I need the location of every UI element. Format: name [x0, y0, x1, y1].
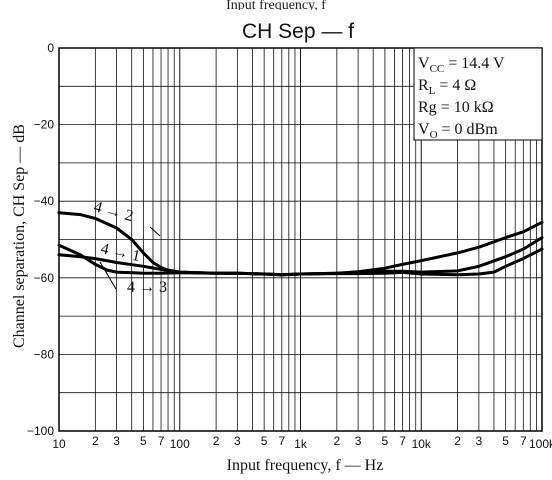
series-lines	[57, 211, 544, 277]
y-tick-label: −20	[34, 118, 55, 132]
plot-border	[58, 47, 543, 432]
condition-line: Rg = 10 kΩ	[418, 99, 494, 116]
x-tick-label: 5	[382, 434, 389, 448]
x-tick-label: 7	[158, 434, 165, 448]
top-caption-fragment: Input frequency, f	[226, 0, 326, 10]
x-tick-label: 5	[502, 434, 509, 448]
plot-frame	[58, 47, 543, 432]
x-tick-label: 100	[170, 437, 190, 451]
x-tick-label: 7	[399, 434, 406, 448]
x-tick-label: 5	[261, 434, 268, 448]
y-tick-labels: 0 −20 −40 −60 −80 −100	[27, 41, 54, 438]
x-tick-label: 7	[278, 434, 285, 448]
x-tick-label: 100k	[529, 437, 552, 451]
x-tick-labels: 10235710023571k235710k2357100k	[52, 434, 552, 451]
y-tick-label: −60	[34, 271, 55, 285]
x-tick-label: 2	[92, 434, 99, 448]
curve-labels: 4 → 24 → 14 → 3	[92, 198, 167, 296]
condition-line: RL = 4 Ω	[418, 77, 476, 97]
y-tick-label: −80	[34, 347, 55, 361]
series-line-3	[57, 243, 544, 277]
curve-label-leader	[149, 226, 161, 237]
conditions-box-background	[413, 47, 543, 141]
curve-label-3: 4 → 3	[127, 279, 167, 296]
x-tick-label: 10k	[412, 437, 432, 451]
x-tick-label: 5	[140, 434, 147, 448]
x-tick-label: 2	[454, 434, 461, 448]
x-tick-label: 3	[113, 434, 120, 448]
x-tick-label: 2	[334, 434, 341, 448]
conditions-box: VCC = 14.4 VRL = 4 Ω Rg = 10 kΩ VO = 0 dBm	[413, 47, 543, 141]
x-tick-label: 10	[52, 437, 66, 451]
y-tick-label: −100	[27, 424, 54, 438]
x-tick-label: 7	[520, 434, 527, 448]
condition-line: VO = 0 dBm	[418, 121, 498, 141]
condition-line: VCC = 14.4 V	[418, 55, 505, 75]
x-tick-label: 3	[234, 434, 241, 448]
chart-title: CH Sep — f	[242, 20, 354, 43]
x-tick-label: 1k	[294, 437, 308, 451]
x-tick-label: 2	[213, 434, 220, 448]
x-tick-label: 3	[355, 434, 362, 448]
y-tick-label: 0	[47, 41, 54, 55]
grid	[59, 48, 542, 431]
x-axis-label: Input frequency, f — Hz	[227, 457, 384, 474]
y-tick-label: −40	[34, 194, 55, 208]
y-axis-label: Channel separation, CH Sep — dB	[11, 124, 28, 348]
x-tick-label: 3	[476, 434, 483, 448]
curve-label-leader	[99, 261, 117, 290]
